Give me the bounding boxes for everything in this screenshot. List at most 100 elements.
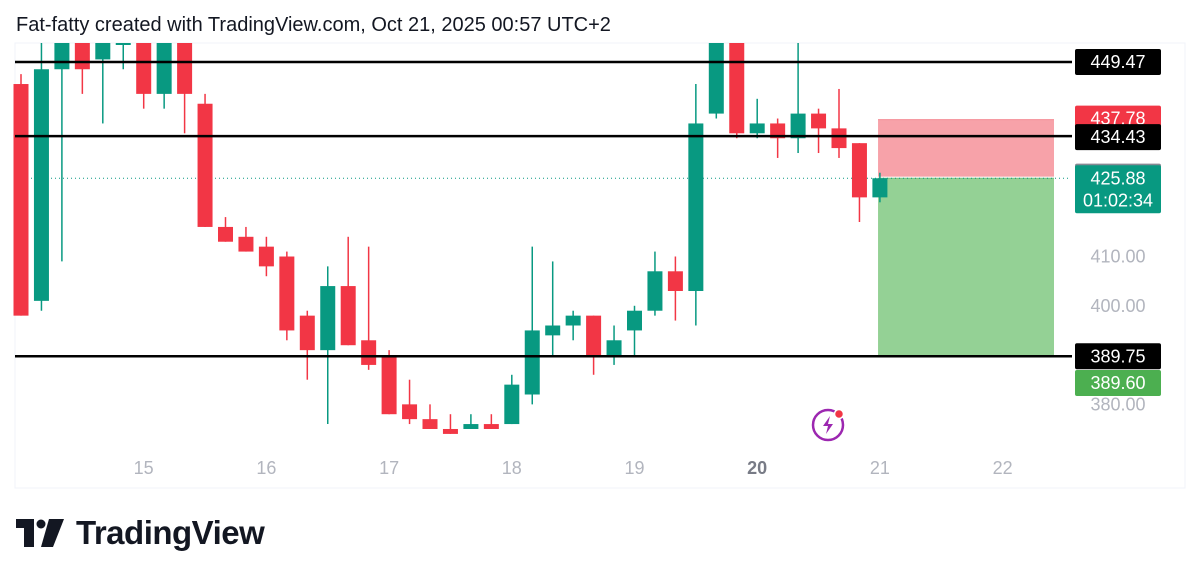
candle [565,310,581,341]
candle-body [545,325,561,336]
candle-body [320,286,336,351]
candle [545,261,561,356]
x-tick-label: 17 [379,458,399,478]
candle-body [565,315,581,326]
candle [320,266,336,425]
candle-body [74,43,90,70]
candle [463,414,479,429]
candle-body [402,404,418,420]
price-label-449: 449.47 [1075,49,1161,75]
price-label-target-text: 389.60 [1090,373,1145,393]
candle-body [667,271,683,292]
price-label-449-text: 449.47 [1090,52,1145,72]
candle [729,43,745,139]
candle-body [811,113,827,129]
candle [54,43,70,262]
price-label-434: 434.43 [1075,124,1161,151]
position-zones [14,42,1186,489]
candle [688,84,704,326]
x-tick-label: 15 [134,458,154,478]
candle-body [218,226,233,242]
candle [627,305,642,356]
candle-body [627,310,642,331]
y-tick-label: 400.00 [1090,296,1145,316]
candle [218,217,233,242]
candle [770,118,786,158]
candle [258,236,274,277]
price-label-current-text: 425.88 [1090,168,1145,188]
notification-dot [833,408,845,420]
candle [340,236,356,346]
y-tick-label: 380.00 [1090,394,1145,414]
horizontal-levels[interactable] [15,60,1072,358]
brand-name: TradingView [76,514,265,551]
candle [279,251,295,341]
candle-body [258,246,274,267]
candle-body [688,123,704,292]
candle-body [279,256,295,331]
lightning-bolt [823,416,833,434]
tradingview-mark-icon [16,519,64,547]
price-label-389: 389.75 [1075,343,1161,370]
candle [136,43,152,109]
x-tick-label: 19 [624,458,644,478]
candle [197,93,213,227]
candle-body [54,43,70,70]
candle-body [136,43,152,94]
candle-body [238,236,254,252]
candle-body [299,315,315,351]
candle [422,404,438,429]
price-label-434-bg [1075,124,1161,151]
candle [851,143,867,223]
price-labels: 449.47437.78434.43426.61425.8801:02:3438… [1075,49,1161,397]
candle [483,414,499,429]
price-label-target: 389.60 [1075,370,1161,397]
candle-body [504,384,520,425]
candle [524,246,540,405]
x-tick-label: 18 [502,458,522,478]
candle [872,172,888,203]
candle-body [872,178,888,198]
x-tick-label: 22 [993,458,1013,478]
candle-body [647,271,663,311]
price-label-current-text: 01:02:34 [1083,190,1153,210]
y-tick-label: 410.00 [1090,247,1145,267]
candle-body [13,84,29,316]
lightning-alert-icon[interactable] [811,408,845,442]
axis-ticks: 15 16 17 18 19 20 21 22 410.00 400.00 380.00 [134,247,1146,478]
candle-body [442,428,458,434]
candle [381,350,397,415]
stop-loss-zone[interactable] [878,119,1054,177]
candle [667,256,683,321]
candle-body [831,128,847,149]
candle [831,88,847,158]
candle-body [115,43,131,45]
take-profit-zone[interactable] [878,178,1054,358]
candle-body [729,43,745,134]
price-label-389-text: 389.75 [1090,346,1145,366]
candle [156,43,172,109]
candle-body [95,43,111,60]
candle [13,74,29,316]
tradingview-logo[interactable]: TradingView [16,514,265,552]
candle [238,226,254,252]
candle-body [524,330,540,395]
candle [74,43,90,94]
candle-body [851,143,867,198]
price-label-current-bg [1075,165,1161,214]
candle [606,325,622,365]
candle-body [340,286,356,346]
candle [647,251,663,316]
price-label-target-bg [1075,370,1161,397]
candle [504,374,520,425]
candle [442,414,458,434]
price-label-389-bg [1075,343,1161,370]
candle-body [483,424,499,429]
candle [299,310,315,380]
candle [361,246,377,370]
x-tick-label: 16 [256,458,276,478]
price-label-449-bg [1075,49,1161,75]
